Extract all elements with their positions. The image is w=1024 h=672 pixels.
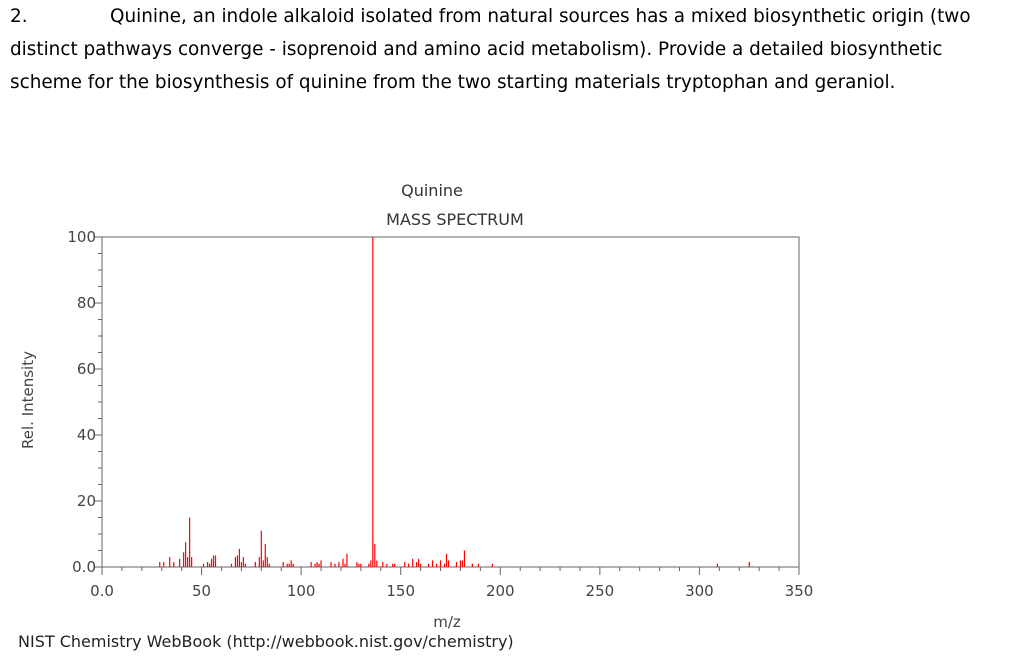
y-tick-label: 80 — [77, 294, 96, 312]
chart-subtitle: MASS SPECTRUM — [386, 210, 524, 229]
question-line-3: scheme for the biosynthesis of quinine f… — [10, 72, 896, 93]
y-tick-label: 100 — [67, 228, 96, 246]
y-axis-label: Rel. Intensity — [19, 351, 37, 449]
chart-title: Quinine — [401, 181, 463, 200]
source-credit: NIST Chemistry WebBook (http://webbook.n… — [18, 632, 514, 651]
x-tick-label: 100 — [287, 582, 316, 600]
y-tick-label: 60 — [77, 360, 96, 378]
x-axis-label: m/z — [433, 613, 461, 631]
question-line-1: 2. Quinine, an indole alkaloid isolated f… — [10, 0, 1010, 33]
x-tick-label: 200 — [486, 582, 515, 600]
y-tick-label: 40 — [77, 426, 96, 444]
plot-frame — [101, 236, 800, 568]
x-axis: 0.0 50 100 150 200 250 300 350 — [90, 567, 813, 600]
x-tick-label: 50 — [192, 582, 211, 600]
x-tick-label: 0.0 — [90, 582, 114, 600]
question-number: 2. — [10, 6, 28, 27]
question-line-2: distinct pathways converge - isoprenoid … — [10, 39, 943, 60]
y-axis: 0.0 20 40 60 80 100 — [67, 228, 102, 576]
x-tick-label: 350 — [785, 582, 814, 600]
peak-group — [159, 237, 750, 567]
x-tick-label: 250 — [586, 582, 615, 600]
x-tick-label: 300 — [685, 582, 714, 600]
question-line-1-text: Quinine, an indole alkaloid isolated fro… — [110, 6, 971, 27]
x-tick-label: 150 — [386, 582, 415, 600]
y-tick-label: 0.0 — [72, 558, 96, 576]
y-tick-label: 20 — [77, 492, 96, 510]
question-text: 2. Quinine, an indole alkaloid isolated f… — [10, 0, 1010, 99]
